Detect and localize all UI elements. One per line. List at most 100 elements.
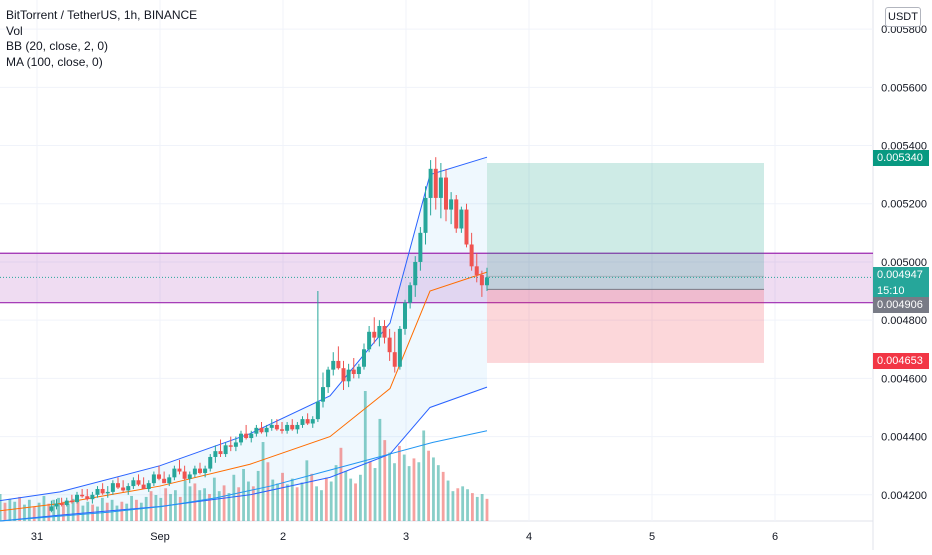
candle-body	[305, 419, 310, 424]
volume-bar	[154, 495, 158, 521]
price-tick-label: 0.005200	[881, 199, 927, 211]
candle-body	[408, 285, 413, 303]
candle-body	[80, 494, 85, 497]
candle-body	[146, 483, 151, 489]
candle-body	[351, 369, 356, 375]
volume-bar	[402, 454, 406, 521]
volume-bar	[18, 496, 21, 521]
candle-body	[249, 433, 254, 439]
time-tick-label: 4	[526, 531, 532, 543]
volume-bar	[295, 487, 299, 521]
candle-body	[116, 483, 120, 488]
candle-body	[336, 360, 341, 369]
bollinger-lower	[0, 386, 488, 522]
volume-bar	[222, 485, 226, 521]
volume-bar	[329, 481, 333, 521]
volume-bar	[247, 481, 250, 521]
axis-labels: 0.005600 0.005400 0.005200 0.005000 0.004800…	[31, 24, 927, 543]
candle-body	[367, 331, 372, 350]
candle-body	[269, 424, 274, 428]
symbol-title[interactable]: BitTorrent / TetherUS, 1h, BINANCE	[6, 8, 198, 22]
candle-body	[285, 424, 290, 431]
candle-body	[151, 474, 156, 484]
volume-bar	[57, 497, 60, 521]
price-tick-label: 0.005400	[881, 141, 927, 153]
volume-bar	[446, 480, 450, 521]
volume-bar	[378, 418, 382, 521]
candle-body	[377, 325, 382, 338]
volume-bar	[368, 461, 372, 521]
volume-bar	[407, 466, 411, 521]
price-tick-label: 0.005000	[881, 257, 927, 269]
candle-body	[228, 445, 233, 447]
volume-bar	[3, 502, 7, 521]
volume-bar	[436, 465, 440, 521]
volume-bar	[285, 484, 289, 521]
indicator-bb[interactable]: BB (20, close, 2, 0)	[6, 39, 109, 53]
volume-bar	[86, 501, 90, 521]
candle-body	[105, 491, 110, 494]
volume-bar	[393, 463, 396, 521]
candle-body	[356, 366, 361, 375]
candle-body	[315, 401, 320, 420]
candle-body	[69, 500, 74, 503]
volume-bar	[383, 440, 387, 521]
currency-button[interactable]: USDT	[885, 7, 921, 27]
volume-bar	[427, 450, 430, 521]
volume-bar	[13, 501, 17, 521]
chart-legend: BitTorrent / TetherUS, 1h, BINANCE Vol B…	[6, 8, 197, 70]
volume-bar	[300, 482, 304, 521]
volume-bar	[52, 499, 56, 521]
candle-body	[341, 368, 346, 382]
volume-bar	[349, 478, 353, 521]
volume-bar	[466, 489, 469, 521]
volume-bar	[422, 430, 426, 521]
candle-body	[300, 419, 305, 425]
candle-body	[90, 494, 95, 500]
volume-bar	[475, 496, 479, 521]
volume-bar	[334, 465, 338, 521]
candle-body	[403, 302, 407, 329]
candle-body	[223, 445, 228, 455]
long-position-tool[interactable]	[487, 162, 764, 363]
volume-bar	[461, 486, 465, 521]
candle-body	[54, 503, 59, 507]
volume-bar	[281, 472, 284, 521]
volume-bar	[174, 490, 177, 521]
volume-bar	[441, 471, 445, 521]
candle-body	[75, 494, 79, 503]
candle-body	[362, 349, 366, 367]
volume-bar	[159, 497, 163, 521]
candle-body	[187, 474, 192, 479]
time-tick-label: 31	[31, 531, 43, 543]
volume-bar	[470, 493, 474, 521]
candle-body	[423, 197, 428, 233]
volume-bar	[251, 486, 255, 521]
stop-zone	[487, 289, 764, 363]
candle-body	[100, 488, 105, 494]
candle-body	[192, 468, 197, 475]
volume-bar	[412, 458, 416, 521]
target-zone	[487, 162, 764, 290]
volume-bar	[66, 503, 70, 521]
volume-bar	[256, 470, 260, 521]
candle-body	[198, 468, 202, 473]
volume-bar	[451, 491, 455, 521]
candle-body	[290, 424, 295, 430]
indicator-ma[interactable]: MA (100, close, 0)	[6, 54, 103, 69]
indicator-vol[interactable]: Vol	[6, 23, 23, 38]
volume-bar	[359, 474, 362, 521]
volume-bar	[198, 490, 202, 521]
price-tick-label: 0.004200	[881, 490, 927, 502]
volume-bar	[208, 494, 211, 521]
entry-price-label: 0.004906	[873, 297, 929, 313]
purple-zone[interactable]	[0, 252, 873, 304]
candle-body	[331, 360, 336, 370]
volume-bar	[227, 493, 231, 521]
candle-body	[449, 199, 454, 210]
bollinger-upper	[0, 156, 488, 502]
time-tick-label: 2	[280, 531, 286, 543]
stop-price-label: 0.004653	[873, 353, 929, 369]
